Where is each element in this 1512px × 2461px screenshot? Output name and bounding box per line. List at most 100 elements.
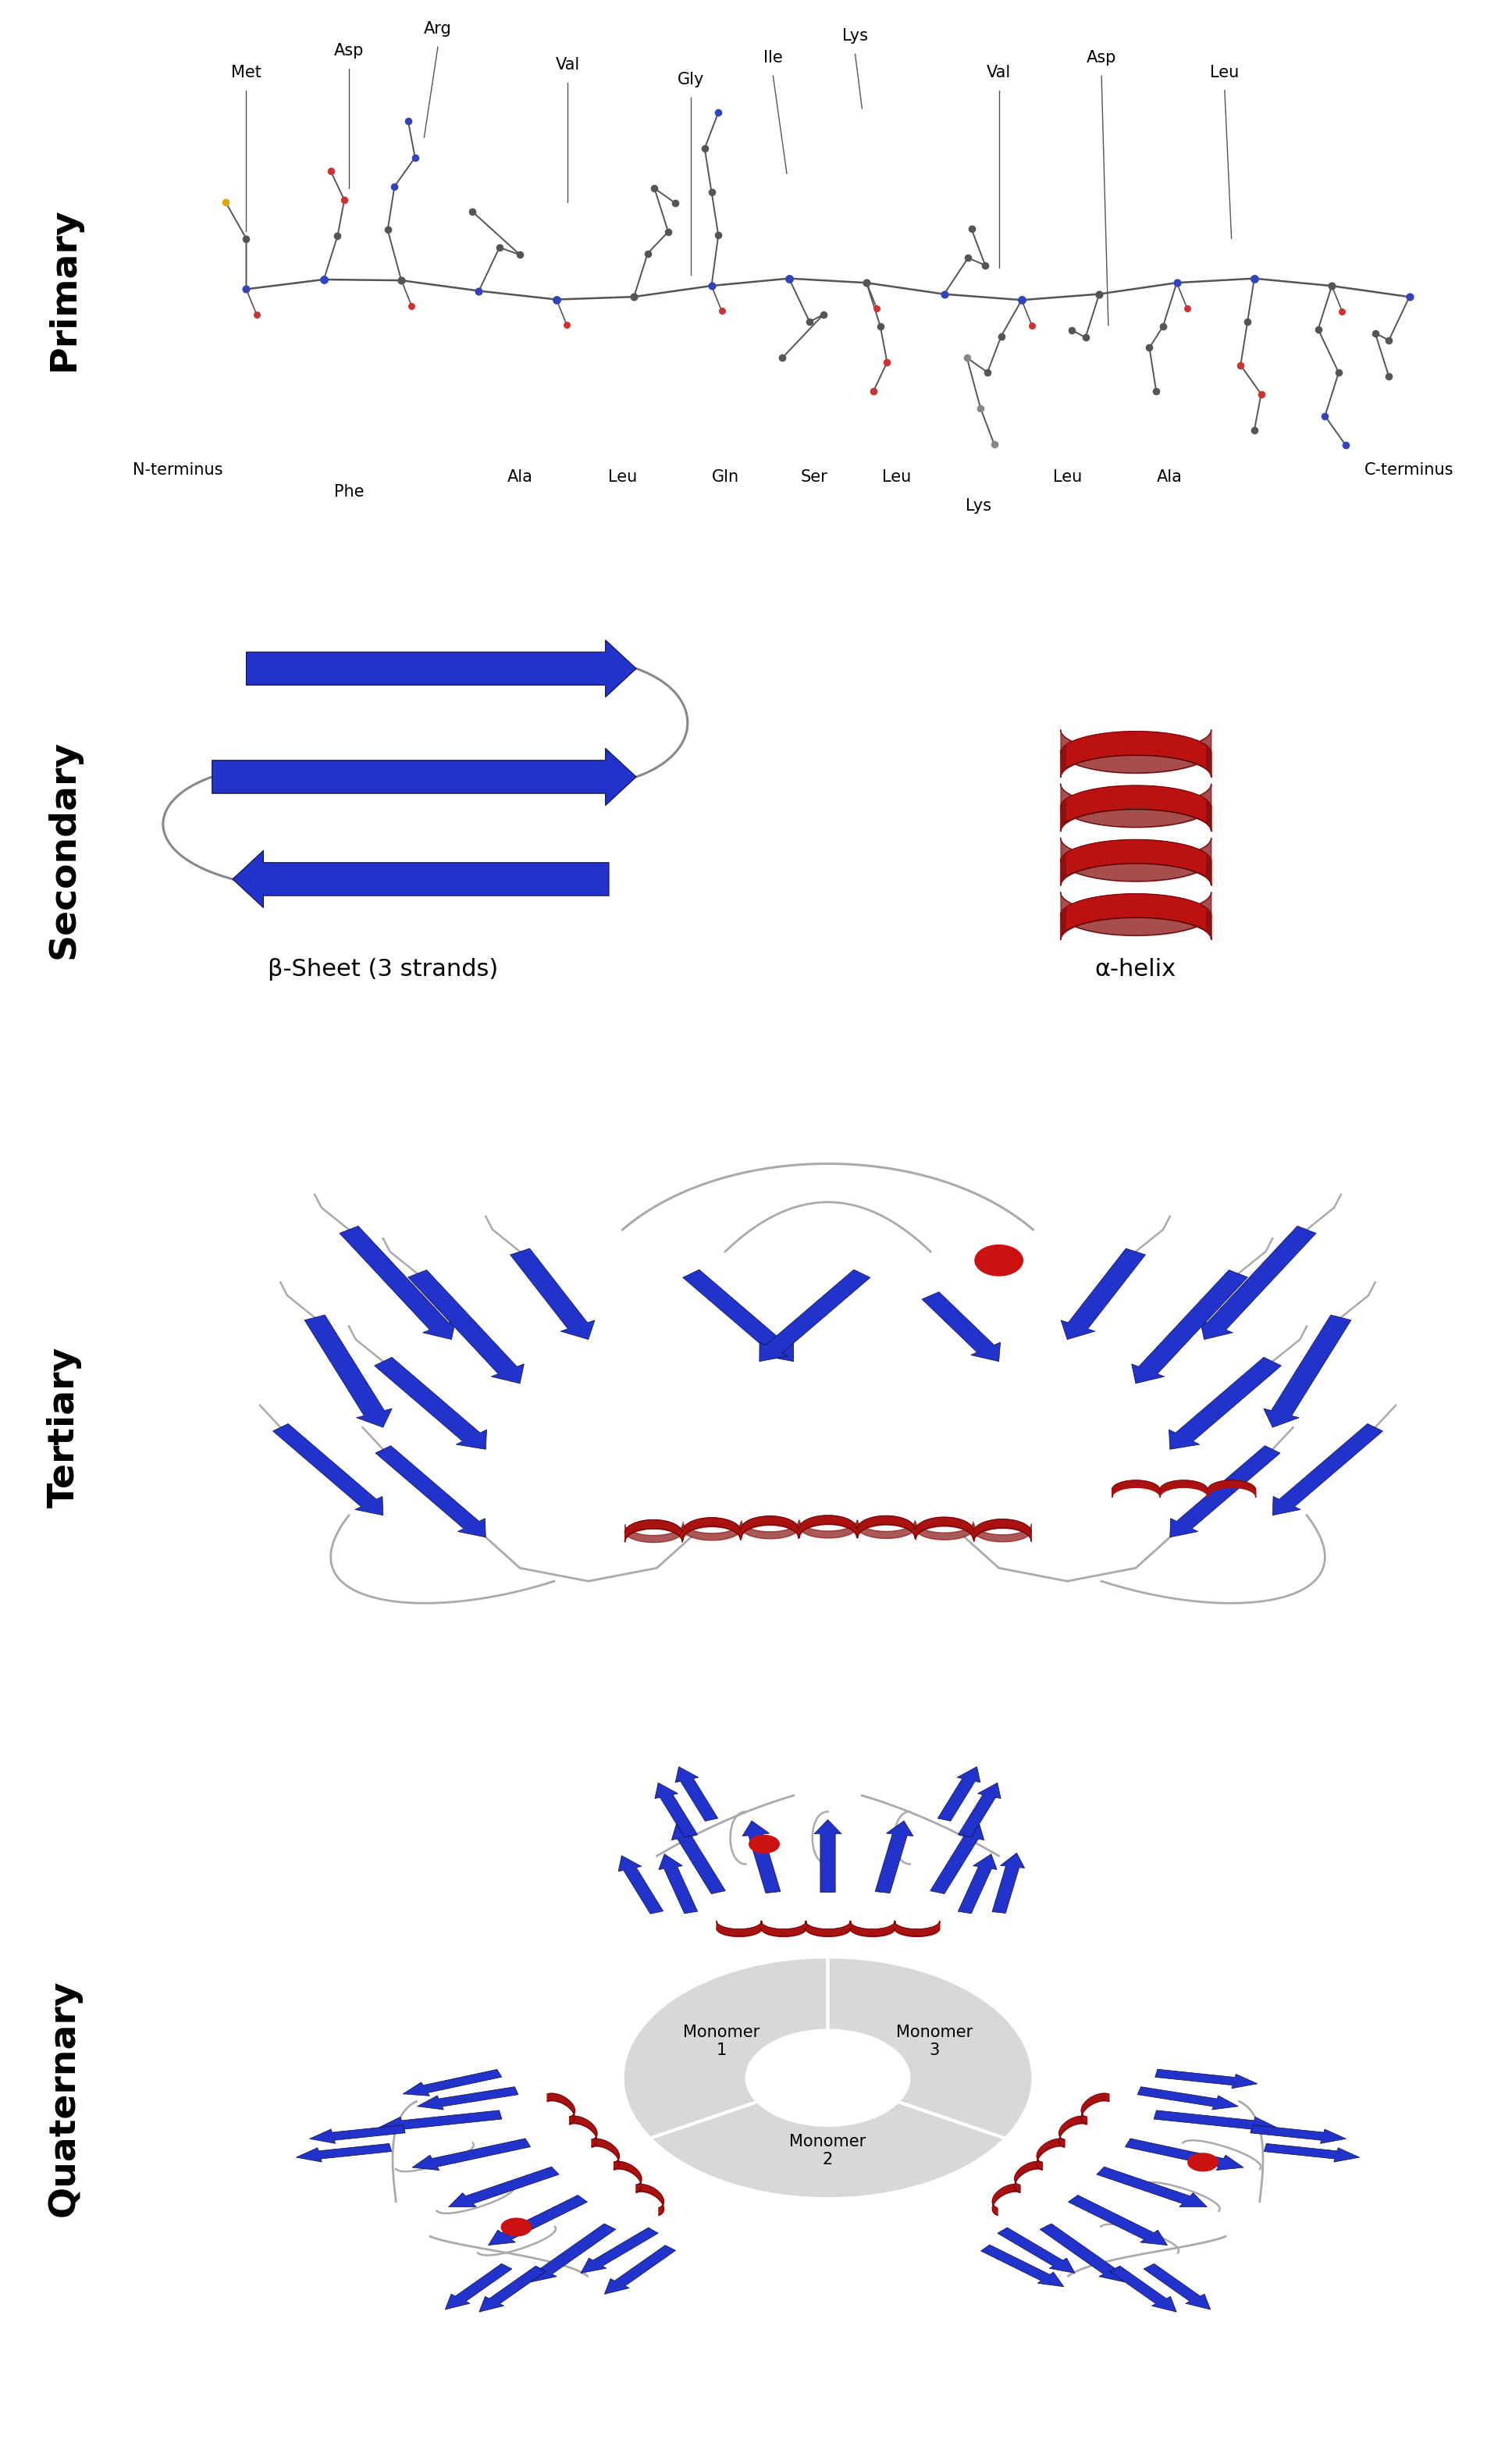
Point [375, 209, 399, 249]
FancyArrow shape [375, 1445, 485, 1538]
Point [1010, 281, 1034, 320]
Text: Primary: Primary [47, 207, 82, 372]
Point [389, 261, 413, 300]
Text: Lys: Lys [966, 497, 992, 514]
Text: C-terminus: C-terminus [1365, 463, 1455, 477]
Point [854, 263, 878, 303]
Text: Met: Met [231, 64, 262, 81]
Point [706, 217, 730, 256]
Circle shape [748, 1836, 779, 1853]
Point [1312, 396, 1337, 436]
FancyArrow shape [417, 2087, 519, 2109]
Text: Leu: Leu [881, 470, 910, 485]
Point [234, 268, 259, 308]
FancyArrow shape [1154, 2112, 1276, 2134]
Point [635, 234, 659, 273]
Point [1306, 310, 1331, 349]
Text: Arg: Arg [423, 22, 452, 37]
Wedge shape [623, 1956, 829, 2139]
Point [319, 153, 343, 192]
Point [777, 258, 801, 298]
FancyArrow shape [1169, 1358, 1281, 1450]
FancyArrow shape [742, 1821, 780, 1893]
FancyArrow shape [1067, 2195, 1167, 2244]
FancyArrow shape [1264, 1314, 1352, 1427]
Point [555, 305, 579, 345]
Text: Val: Val [555, 57, 581, 74]
FancyArrow shape [272, 1422, 383, 1516]
FancyArrow shape [1096, 2166, 1207, 2208]
Point [643, 170, 667, 209]
Point [1074, 317, 1098, 357]
Point [709, 290, 733, 330]
FancyArrow shape [1137, 2087, 1238, 2109]
FancyArrow shape [959, 1853, 996, 1915]
Point [1087, 273, 1111, 313]
Point [234, 219, 259, 258]
Point [1243, 411, 1267, 450]
FancyArrow shape [922, 1292, 1001, 1361]
FancyArrow shape [340, 1226, 455, 1339]
Text: Asp: Asp [1087, 49, 1116, 66]
Point [1326, 352, 1350, 391]
FancyArrow shape [655, 1782, 697, 1838]
Point [931, 276, 956, 315]
Point [1320, 266, 1344, 305]
Point [1175, 288, 1199, 327]
Point [1243, 258, 1267, 298]
Point [692, 128, 717, 167]
Point [969, 389, 993, 428]
Point [467, 271, 491, 310]
Point [960, 209, 984, 249]
FancyArrow shape [1040, 2225, 1125, 2281]
FancyArrow shape [759, 1270, 871, 1361]
Point [956, 337, 980, 377]
Point [1151, 308, 1175, 347]
Text: Quaternary: Quaternary [47, 1979, 82, 2217]
FancyArrow shape [408, 1270, 525, 1383]
Text: Secondary: Secondary [47, 741, 82, 957]
Text: α-helix: α-helix [1095, 957, 1176, 979]
Text: Ala: Ala [1157, 470, 1182, 485]
Circle shape [502, 2217, 531, 2237]
FancyArrow shape [380, 2112, 502, 2134]
FancyArrow shape [813, 1819, 842, 1893]
FancyArrow shape [479, 2267, 546, 2311]
Point [383, 167, 407, 207]
Point [544, 281, 569, 320]
Text: Leu: Leu [608, 470, 637, 485]
FancyArrow shape [998, 2227, 1075, 2274]
Point [656, 212, 680, 251]
Point [983, 426, 1007, 465]
Text: Phe: Phe [334, 485, 364, 500]
Point [777, 258, 801, 298]
Text: Gln: Gln [712, 470, 739, 485]
FancyArrow shape [233, 852, 609, 908]
Point [396, 101, 420, 140]
Point [770, 337, 794, 377]
Point [544, 281, 569, 320]
FancyArrow shape [402, 2070, 502, 2097]
Text: Gly: Gly [677, 71, 705, 86]
FancyArrow shape [618, 1856, 664, 1915]
Point [213, 182, 237, 221]
FancyArrow shape [1170, 1445, 1281, 1538]
Point [1249, 374, 1273, 413]
Point [865, 288, 889, 327]
Point [325, 217, 349, 256]
FancyArrow shape [310, 2124, 405, 2144]
Point [621, 278, 646, 317]
Text: Leu: Leu [1052, 470, 1081, 485]
FancyArrow shape [510, 1248, 594, 1339]
Point [797, 303, 821, 342]
FancyArrow shape [875, 1821, 913, 1893]
FancyArrow shape [659, 1853, 697, 1915]
Text: Ser: Ser [800, 470, 827, 485]
Point [1229, 345, 1253, 384]
FancyArrow shape [375, 1358, 487, 1450]
Text: N-terminus: N-terminus [133, 463, 222, 477]
FancyArrow shape [581, 2227, 658, 2274]
Point [956, 239, 980, 278]
Circle shape [975, 1245, 1022, 1275]
Point [1235, 303, 1259, 342]
